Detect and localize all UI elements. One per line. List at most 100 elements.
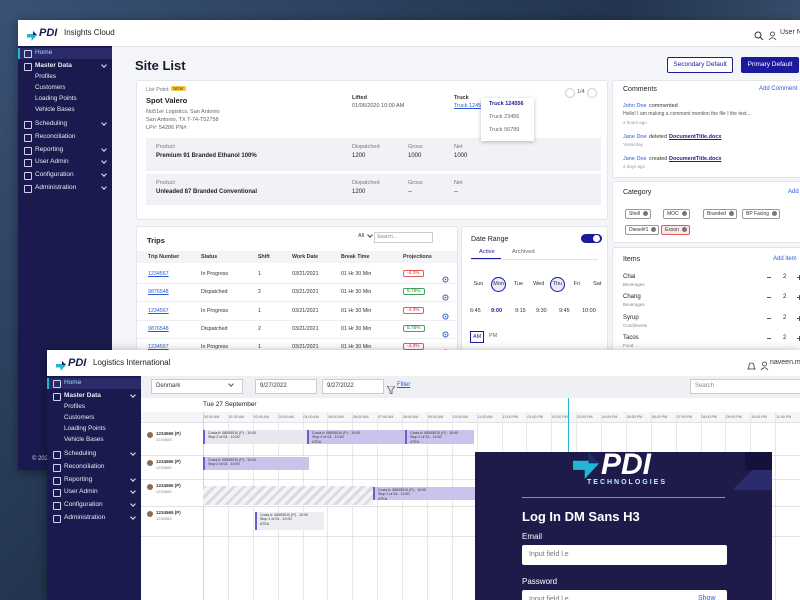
day[interactable]: Mon <box>493 281 504 287</box>
truck-option[interactable]: Truck 56789 <box>489 127 520 133</box>
pager-next[interactable] <box>587 88 597 98</box>
nav-item[interactable]: Scheduling <box>64 450 97 457</box>
tag[interactable]: MOC <box>663 209 690 219</box>
nav-item[interactable]: Customers <box>64 414 95 421</box>
truck-option[interactable]: Truck 23456 <box>489 114 520 120</box>
toggle[interactable] <box>581 234 602 243</box>
search-box[interactable]: Search <box>690 379 800 394</box>
tag[interactable]: Branded <box>703 209 737 219</box>
show-toggle[interactable]: Show <box>698 595 716 600</box>
nav-item[interactable]: Reporting <box>35 146 64 153</box>
nav-item[interactable]: User Admin <box>64 488 98 495</box>
nav-item[interactable]: Administration <box>35 184 77 191</box>
driver-col-border <box>203 412 204 600</box>
minus-button[interactable] <box>767 338 771 339</box>
nav-item[interactable]: Vehicle Bases <box>35 106 75 113</box>
location-select[interactable]: Denmark <box>151 379 243 394</box>
trip-link[interactable]: 1234567 <box>148 344 169 351</box>
items-add[interactable]: Add item <box>773 256 797 262</box>
truck-link[interactable]: Truck 1245 <box>454 103 482 109</box>
primary-button[interactable]: Primary Default <box>741 57 799 73</box>
nav-item[interactable]: Loading Points <box>64 425 106 432</box>
nav-item[interactable]: Profiles <box>64 403 85 410</box>
trips-filter[interactable]: All <box>358 233 365 239</box>
time-label: 10:00 AM <box>452 415 468 419</box>
tag[interactable]: Diesel#1 <box>625 225 660 235</box>
minus-button[interactable] <box>767 318 771 319</box>
time[interactable]: 6:45 <box>470 308 481 314</box>
plus-button[interactable] <box>797 318 800 319</box>
user-name[interactable]: User Na <box>780 29 800 36</box>
nav-item[interactable]: Home <box>64 379 82 386</box>
comment-user[interactable]: Jane Doe <box>623 156 647 162</box>
trip-link[interactable]: 1234567 <box>148 271 169 277</box>
day[interactable]: Tue <box>513 281 524 287</box>
nav-item[interactable]: Administration <box>64 514 106 521</box>
comment-user[interactable]: John Doe <box>623 103 647 109</box>
tag[interactable]: Exxon <box>661 225 690 235</box>
time[interactable]: 9:15 <box>515 308 526 314</box>
category-add[interactable]: Add <box>788 189 799 195</box>
comment-file[interactable]: DocumentTitle.docx <box>669 156 722 162</box>
minus-button[interactable] <box>767 277 771 278</box>
trip-link[interactable]: 1234567 <box>148 307 169 314</box>
ampm[interactable]: AM <box>470 331 485 343</box>
task-bar[interactable]: Cocia #: 08505010 (P) - 10:00 Stop 2 of 0… <box>203 430 307 444</box>
start-date[interactable]: 9/27/2022 <box>255 379 317 394</box>
nav-item[interactable]: Configuration <box>64 501 103 508</box>
truck-option[interactable]: Truck 124556 <box>489 101 524 107</box>
trips-search[interactable]: Search... <box>374 232 433 243</box>
nav-item[interactable]: Master Data <box>64 392 101 399</box>
day[interactable]: Fri <box>573 281 581 287</box>
task-bar[interactable]: Cocia #: 08505010 (P) - 10:00 Stop 2 of 0… <box>255 512 324 530</box>
plus-button[interactable] <box>797 297 800 298</box>
trip-link[interactable]: 9876548 <box>148 325 169 332</box>
nav-item[interactable]: Customers <box>35 84 66 91</box>
time[interactable]: 9:00 <box>491 308 503 314</box>
tab[interactable]: Archived <box>512 249 535 255</box>
task-bar[interactable]: Cocia #: 08505010 (P) - 10:00 Stop 2 of 0… <box>307 430 405 444</box>
tag[interactable]: BP Facing <box>742 209 780 219</box>
tab[interactable]: Active <box>479 249 495 255</box>
time[interactable]: 10:00 <box>582 308 596 314</box>
dispatched-value: 1200 <box>352 153 366 159</box>
nav-item[interactable]: Reconciliation <box>35 133 76 140</box>
tag-remove <box>651 227 657 232</box>
user-name[interactable]: naveen.mu <box>770 359 800 366</box>
pager-prev[interactable] <box>565 88 575 98</box>
task-bar[interactable]: Cocia #: 08505010 (P) - 10:00 Stop 2 of 0… <box>373 487 477 500</box>
minus-button[interactable] <box>767 297 771 298</box>
email-input[interactable]: Input field l.e <box>522 545 727 565</box>
secondary-button[interactable]: Secondary Default <box>667 57 733 73</box>
task-bar[interactable]: Cocia #: 08505010 (P) - 10:00 Stop 2 of 0… <box>203 457 309 470</box>
filter-link[interactable]: Filter <box>397 382 411 388</box>
end-date[interactable]: 9/27/2022 <box>322 379 384 394</box>
time[interactable]: 9:30 <box>536 308 547 314</box>
nav-item[interactable]: Reconciliation <box>64 463 105 470</box>
password-input[interactable]: Input field l.e <box>522 590 727 600</box>
time[interactable]: 9:45 <box>559 308 570 314</box>
nav-item[interactable]: User Admin <box>35 158 69 165</box>
plus-button[interactable] <box>797 277 800 278</box>
nav-item[interactable]: Reporting <box>64 476 93 483</box>
nav-item[interactable]: Master Data <box>35 62 72 69</box>
nav-item[interactable]: Home <box>35 49 53 56</box>
comment-user[interactable]: Jane Doe <box>623 134 647 140</box>
add-comment[interactable]: Add Comment <box>759 86 798 92</box>
nav-item[interactable]: Configuration <box>35 171 74 178</box>
trip-link[interactable]: 9876548 <box>148 289 169 296</box>
tag[interactable]: Shell <box>625 209 652 219</box>
day[interactable]: Sun <box>473 281 484 287</box>
ampm[interactable]: PM <box>489 333 498 339</box>
day[interactable]: Thu <box>552 281 563 287</box>
login-divider <box>522 497 725 498</box>
nav-item[interactable]: Vehicle Bases <box>64 436 104 443</box>
nav-item[interactable]: Loading Points <box>35 95 77 102</box>
day[interactable]: Sat <box>593 281 602 287</box>
nav-item[interactable]: Scheduling <box>35 120 68 127</box>
task-bar[interactable]: Cocia #: 08505010 (P) - 10:00 Stop 2 of 0… <box>405 430 474 444</box>
nav-item[interactable]: Profiles <box>35 73 56 80</box>
plus-button[interactable] <box>797 338 800 339</box>
comment-file[interactable]: DocumentTitle.docx <box>669 134 722 140</box>
day[interactable]: Wed <box>533 281 545 287</box>
